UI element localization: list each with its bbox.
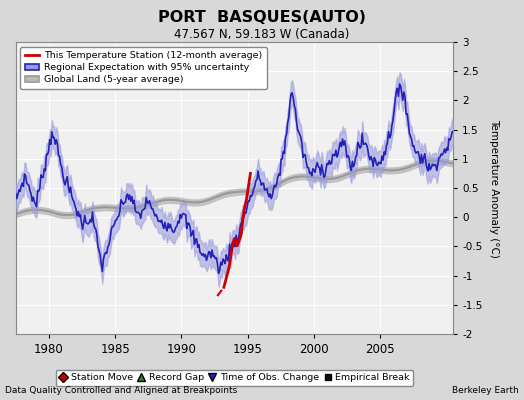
- Text: 47.567 N, 59.183 W (Canada): 47.567 N, 59.183 W (Canada): [174, 28, 350, 41]
- Text: Data Quality Controlled and Aligned at Breakpoints: Data Quality Controlled and Aligned at B…: [5, 386, 237, 395]
- Legend: Station Move, Record Gap, Time of Obs. Change, Empirical Break: Station Move, Record Gap, Time of Obs. C…: [56, 370, 413, 386]
- Text: Berkeley Earth: Berkeley Earth: [452, 386, 519, 395]
- Y-axis label: Temperature Anomaly (°C): Temperature Anomaly (°C): [489, 118, 499, 258]
- Text: PORT  BASQUES(AUTO): PORT BASQUES(AUTO): [158, 10, 366, 25]
